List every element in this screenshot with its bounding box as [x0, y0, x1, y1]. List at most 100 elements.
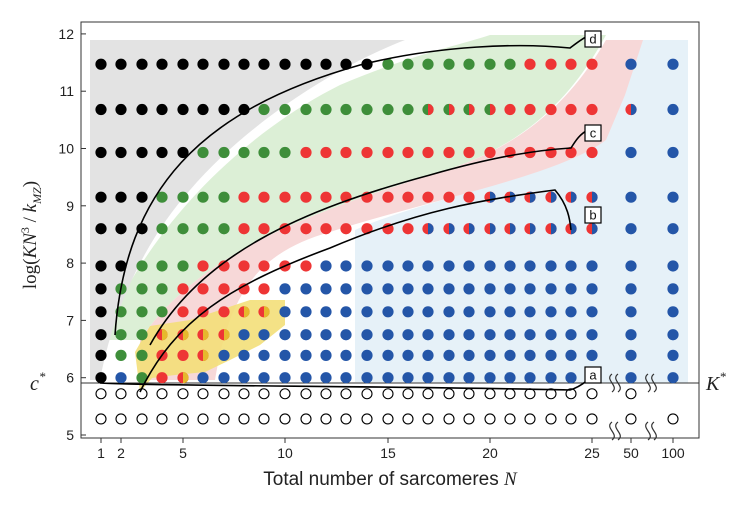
data-point-open [524, 413, 536, 425]
data-point [300, 306, 312, 318]
data-point [156, 260, 168, 272]
data-point [402, 329, 414, 341]
data-point-open [279, 388, 291, 400]
data-point [422, 191, 434, 203]
callout-label: a [589, 368, 597, 383]
callout-box [584, 30, 602, 48]
data-point [115, 223, 127, 235]
data-point [382, 223, 394, 235]
data-point [95, 191, 107, 203]
data-point-open [136, 413, 148, 425]
data-point-open [218, 413, 230, 425]
boundary-curve-c [149, 129, 589, 346]
data-point [484, 329, 496, 341]
data-point [340, 146, 352, 159]
data-point [218, 283, 230, 295]
data-point-open [156, 413, 168, 425]
data-point-open [545, 413, 557, 425]
data-point [177, 146, 189, 159]
data-point [361, 283, 373, 295]
x-axis-label: Total number of sarcomeres N [263, 469, 518, 490]
data-point [361, 103, 373, 116]
data-point [238, 146, 250, 159]
data-point-mixed [258, 306, 270, 318]
data-point [115, 191, 127, 203]
data-point [238, 223, 250, 235]
data-point [177, 283, 189, 295]
data-point [258, 283, 270, 295]
data-point [238, 191, 250, 203]
data-point [197, 260, 209, 272]
data-point [382, 306, 394, 318]
data-point-mixed [177, 372, 189, 384]
phase-regions [90, 35, 688, 392]
y-axis-ticks: 5 6 7 8 9 10 11 12 [58, 26, 86, 443]
data-point [218, 223, 230, 235]
data-point-mixed [443, 103, 455, 116]
data-point [238, 329, 250, 341]
boundary-curve-a [99, 375, 593, 391]
data-point [524, 103, 536, 116]
data-point [443, 283, 455, 295]
data-point [300, 372, 312, 384]
y-tick-label: 6 [66, 370, 74, 386]
data-point-open [382, 388, 394, 400]
data-point [258, 349, 270, 361]
data-point [545, 260, 557, 272]
data-point-mixed [463, 223, 475, 235]
data-point [361, 329, 373, 341]
data-point-mixed [422, 223, 434, 235]
data-point [504, 283, 516, 295]
y-tick-label: 11 [59, 83, 74, 99]
data-point [422, 260, 434, 272]
plot-frame [80, 21, 700, 439]
data-point [565, 349, 577, 361]
data-point-open [258, 413, 270, 425]
data-point [320, 103, 332, 116]
x-tick-label: 10 [277, 445, 293, 461]
data-point [422, 58, 434, 70]
x-tick-label: 5 [179, 445, 187, 461]
data-point [156, 103, 168, 116]
data-point [300, 103, 312, 116]
data-point [402, 306, 414, 318]
boundary-curves [99, 35, 593, 393]
data-point [320, 260, 332, 272]
data-point [258, 191, 270, 203]
data-point [545, 349, 557, 361]
data-point-open [625, 388, 637, 400]
data-point [197, 146, 209, 159]
data-point [524, 283, 536, 295]
data-point [258, 260, 270, 272]
data-point [300, 349, 312, 361]
data-point [361, 146, 373, 159]
data-point-open [197, 413, 209, 425]
data-point-mixed [177, 329, 189, 341]
data-point [361, 58, 373, 70]
data-point [156, 146, 168, 159]
data-point [258, 329, 270, 341]
data-point [422, 146, 434, 159]
data-point [463, 329, 475, 341]
data-point-open [586, 388, 598, 400]
data-point [565, 58, 577, 70]
data-point [625, 223, 637, 235]
data-point [136, 58, 148, 70]
data-point [565, 103, 577, 116]
data-point [382, 191, 394, 203]
data-point [238, 103, 250, 116]
data-point [115, 146, 127, 159]
data-point-open [136, 388, 148, 400]
data-point-mixed [156, 329, 168, 341]
data-point [422, 283, 434, 295]
data-point [197, 191, 209, 203]
data-point [340, 349, 352, 361]
data-point [238, 58, 250, 70]
data-point [300, 283, 312, 295]
data-point [156, 191, 168, 203]
data-point [443, 329, 455, 341]
data-point-mixed [422, 103, 434, 116]
data-point [95, 306, 107, 318]
data-point [340, 306, 352, 318]
